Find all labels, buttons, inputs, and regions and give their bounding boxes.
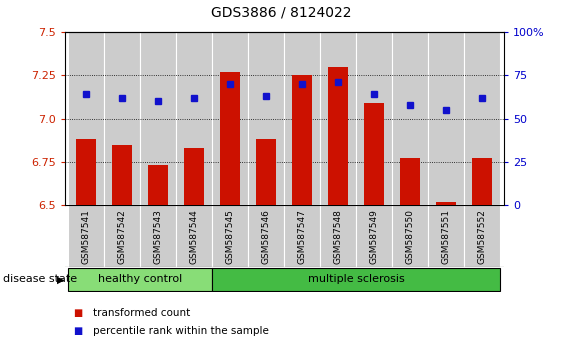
FancyBboxPatch shape (248, 205, 284, 267)
Bar (104, 32, 140, 205)
Text: GSM587549: GSM587549 (370, 209, 379, 264)
Bar (68, 32, 104, 205)
Bar (392, 32, 428, 205)
Text: ▶: ▶ (56, 274, 64, 284)
FancyBboxPatch shape (104, 205, 140, 267)
FancyBboxPatch shape (320, 205, 356, 267)
FancyBboxPatch shape (212, 205, 248, 267)
Text: transformed count: transformed count (93, 308, 190, 318)
Bar (284, 32, 320, 205)
Text: GSM587548: GSM587548 (334, 209, 343, 264)
Bar (185, 148, 204, 205)
FancyBboxPatch shape (428, 205, 464, 267)
Bar (221, 72, 240, 205)
Bar (176, 32, 212, 205)
Bar (436, 202, 456, 205)
Text: ■: ■ (73, 308, 82, 318)
Bar (149, 165, 168, 205)
Text: GSM587546: GSM587546 (262, 209, 271, 264)
Bar (400, 159, 420, 205)
Bar (113, 144, 132, 205)
FancyBboxPatch shape (68, 268, 212, 291)
Bar (364, 103, 384, 205)
Bar (428, 32, 464, 205)
Text: percentile rank within the sample: percentile rank within the sample (93, 326, 269, 336)
Text: GSM587552: GSM587552 (478, 209, 487, 264)
Bar (464, 32, 501, 205)
Bar (328, 67, 348, 205)
Text: GDS3886 / 8124022: GDS3886 / 8124022 (211, 5, 352, 19)
Text: disease state: disease state (3, 274, 77, 284)
FancyBboxPatch shape (212, 268, 501, 291)
Text: GSM587547: GSM587547 (298, 209, 307, 264)
Bar (292, 75, 312, 205)
FancyBboxPatch shape (140, 205, 176, 267)
Text: GSM587542: GSM587542 (118, 209, 127, 264)
FancyBboxPatch shape (176, 205, 212, 267)
FancyBboxPatch shape (68, 205, 104, 267)
Text: GSM587545: GSM587545 (226, 209, 235, 264)
Text: GSM587544: GSM587544 (190, 209, 199, 264)
Text: GSM587541: GSM587541 (82, 209, 91, 264)
Text: GSM587543: GSM587543 (154, 209, 163, 264)
Bar (320, 32, 356, 205)
Bar (472, 159, 492, 205)
Text: GSM587551: GSM587551 (442, 209, 451, 264)
Bar (212, 32, 248, 205)
FancyBboxPatch shape (356, 205, 392, 267)
Text: healthy control: healthy control (98, 274, 182, 284)
Bar (140, 32, 176, 205)
Text: multiple sclerosis: multiple sclerosis (308, 274, 405, 284)
Bar (356, 32, 392, 205)
FancyBboxPatch shape (284, 205, 320, 267)
Text: ■: ■ (73, 326, 82, 336)
Bar (256, 139, 276, 205)
FancyBboxPatch shape (464, 205, 501, 267)
FancyBboxPatch shape (392, 205, 428, 267)
Bar (77, 139, 96, 205)
Bar (248, 32, 284, 205)
Text: GSM587550: GSM587550 (406, 209, 415, 264)
